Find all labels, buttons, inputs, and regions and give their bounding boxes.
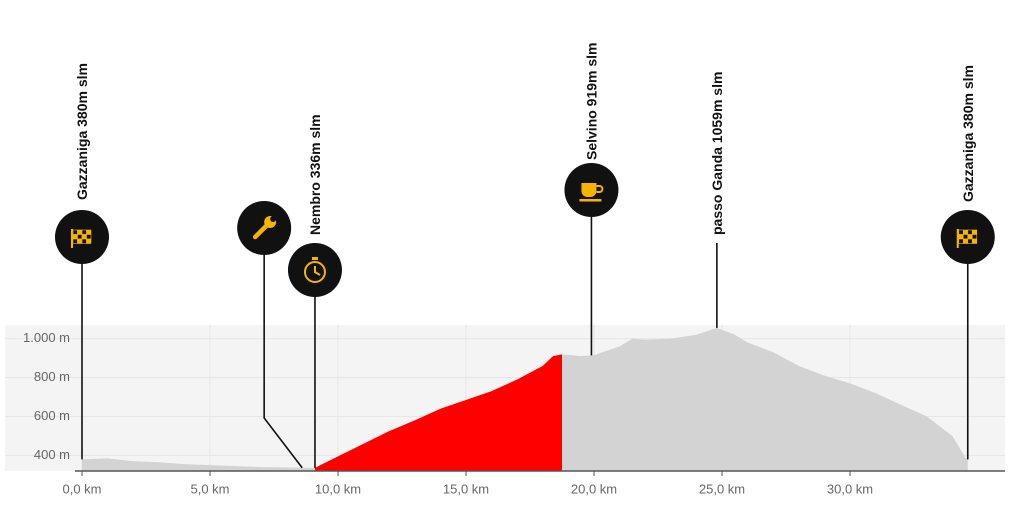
y-tick-label: 1.000 m	[23, 330, 70, 345]
icon-part	[967, 234, 973, 240]
elevation-area	[314, 354, 562, 471]
icon-part	[81, 229, 87, 235]
icon-part	[86, 238, 92, 244]
icon-part	[962, 229, 969, 235]
icon-part	[967, 229, 973, 235]
profile	[82, 327, 968, 471]
icon-part	[77, 234, 83, 240]
icon-part	[581, 183, 597, 198]
tick-labels: 400 m 600 m 800 m 1.000 m 0,0 km 5,0 km 10,0 k…	[23, 330, 873, 496]
waypoint-label: Gazzaniga 380m slm	[960, 65, 976, 202]
waypoint: Gazzaniga 380m slm	[940, 65, 995, 460]
waypoints: Gazzaniga 380m slm Nembro 336m slm Selvino…	[55, 42, 995, 469]
icon-part	[958, 234, 964, 240]
waypoint-label: Gazzaniga 380m slm	[74, 63, 90, 200]
icon-part	[77, 229, 83, 235]
icon-part	[967, 238, 973, 244]
x-tick-label: 5,0 km	[190, 481, 229, 496]
waypoint-line	[263, 228, 303, 469]
icon-part	[72, 234, 78, 240]
icon-part	[596, 185, 604, 193]
icon-part	[81, 238, 87, 244]
x-tick-label: 30,0 km	[827, 481, 873, 496]
icon-part	[962, 238, 969, 244]
y-tick-label: 400 m	[34, 447, 70, 462]
icon-part	[313, 266, 321, 276]
icon-part	[270, 216, 277, 222]
waypoint-label: Selvino 919m slm	[583, 42, 599, 160]
icon-part	[958, 238, 964, 244]
icon-part	[81, 234, 87, 240]
y-tick-label: 800 m	[34, 369, 70, 384]
icon-part	[86, 234, 92, 240]
icon-part	[971, 234, 978, 240]
waypoint	[237, 201, 303, 469]
elevation-area	[82, 458, 315, 471]
waypoint: Selvino 919m slm	[564, 42, 619, 356]
elevation-area	[562, 327, 968, 471]
icon-part	[971, 229, 978, 235]
x-tick-label: 0,0 km	[62, 481, 101, 496]
x-tick-label: 15,0 km	[443, 481, 489, 496]
icon-part	[579, 199, 602, 202]
x-tick-label: 10,0 km	[315, 481, 361, 496]
y-tick-label: 600 m	[34, 408, 70, 423]
waypoint: Nembro 336m slm	[287, 114, 342, 468]
icon-part	[72, 238, 78, 244]
waypoint: passo Ganda 1059m slm	[709, 72, 725, 328]
waypoint: Gazzaniga 380m slm	[55, 63, 109, 460]
icon-part	[311, 257, 318, 260]
waypoint-label: Nembro 336m slm	[307, 114, 323, 235]
icon-part	[86, 229, 92, 235]
icon-part	[971, 238, 978, 244]
icon-part	[303, 261, 326, 283]
waypoint-label: passo Ganda 1059m slm	[709, 72, 725, 235]
icon-part	[72, 229, 78, 235]
icon-part	[962, 234, 969, 240]
icon-part	[958, 229, 964, 235]
icon-part	[77, 238, 83, 244]
x-tick-label: 25,0 km	[699, 481, 745, 496]
x-tick-label: 20,0 km	[571, 481, 617, 496]
